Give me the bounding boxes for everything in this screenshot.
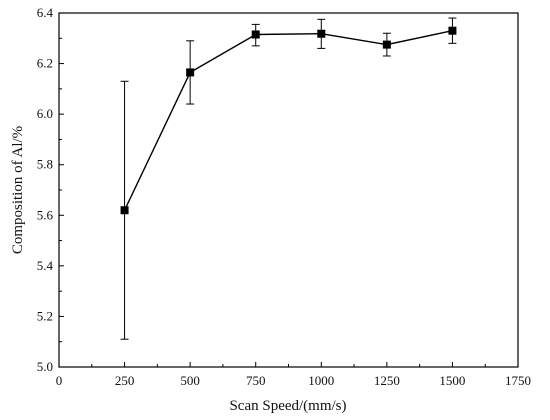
x-tick-label: 1000 xyxy=(308,373,334,388)
x-tick-label: 1750 xyxy=(505,373,531,388)
y-tick-label: 6.0 xyxy=(37,106,53,121)
data-point xyxy=(317,29,326,38)
series-layer xyxy=(120,17,457,340)
y-tick-label: 5.0 xyxy=(37,359,53,374)
x-tick-label: 0 xyxy=(56,373,63,388)
y-tick-label: 6.4 xyxy=(37,5,54,20)
data-point xyxy=(186,68,195,77)
plot-frame xyxy=(58,12,519,368)
y-axis: 5.0 5.2 5.4 5.6 5.8 6.0 6.2 6.4 xyxy=(37,5,64,374)
data-point xyxy=(251,30,260,39)
y-tick-label: 5.8 xyxy=(37,157,53,172)
x-tick-label: 750 xyxy=(246,373,266,388)
x-axis: 0 250 500 750 1000 1250 1500 1750 xyxy=(56,362,531,388)
y-tick-label: 6.2 xyxy=(37,56,53,71)
y-tick-label: 5.2 xyxy=(37,308,53,323)
data-point xyxy=(448,26,457,35)
x-tick-label: 500 xyxy=(180,373,200,388)
y-axis-title: Composition of Al/% xyxy=(10,126,26,254)
y-tick-label: 5.4 xyxy=(37,258,54,273)
x-tick-label: 250 xyxy=(115,373,135,388)
data-point xyxy=(120,206,129,215)
data-point xyxy=(382,40,391,49)
series-line xyxy=(123,30,453,211)
y-tick-label: 5.6 xyxy=(37,207,54,222)
x-tick-label: 1500 xyxy=(439,373,465,388)
x-axis-title: Scan Speed/(mm/s) xyxy=(229,398,346,414)
x-tick-label: 1250 xyxy=(374,373,400,388)
